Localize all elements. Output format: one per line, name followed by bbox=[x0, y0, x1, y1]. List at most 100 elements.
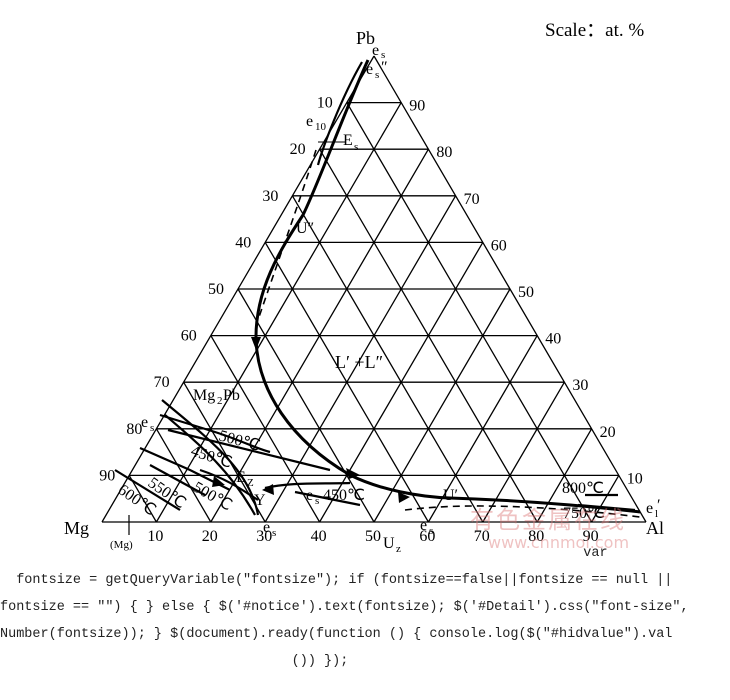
label-es-bottom: e bbox=[263, 519, 270, 536]
svg-text:″: ″ bbox=[381, 59, 388, 76]
curve-ez bbox=[199, 468, 259, 501]
left-axis-ticks: 90 80 70 60 50 40 30 20 10 bbox=[99, 95, 333, 485]
label-e1: e bbox=[646, 500, 653, 517]
label-500c-lower: 500℃ bbox=[190, 479, 235, 515]
arrow-ez bbox=[212, 476, 225, 487]
svg-text:z: z bbox=[396, 543, 401, 555]
bottom-tick-label: 60 bbox=[419, 528, 435, 545]
curve-es-es bbox=[316, 61, 363, 166]
label-es-mid: e bbox=[306, 487, 313, 504]
grid-lines bbox=[101, 55, 647, 523]
label-mg2pb-pb: Pb bbox=[223, 387, 240, 404]
left-tick-label: 20 bbox=[290, 141, 306, 158]
dashed-curve-bottom bbox=[404, 505, 641, 518]
right-axis-ticks: 90 80 70 60 50 40 30 20 10 bbox=[409, 98, 643, 488]
label-Es: E bbox=[343, 132, 353, 149]
left-tick-label: 40 bbox=[235, 234, 251, 251]
left-tick-label: 30 bbox=[262, 188, 278, 205]
bottom-tick-label: 90 bbox=[583, 528, 599, 545]
isotherm-450-lower bbox=[294, 490, 361, 507]
right-tick-label: 30 bbox=[572, 377, 588, 394]
label-es-top: e bbox=[372, 42, 379, 59]
curve-e-inner bbox=[164, 414, 256, 516]
code-snippet: var fontsize = getQueryVariable("fontsiz… bbox=[0, 540, 730, 675]
right-tick-label: 20 bbox=[600, 424, 616, 441]
bottom-tick-label: 40 bbox=[311, 528, 327, 545]
label-es-top-2: e bbox=[366, 61, 373, 78]
left-tick-label: 70 bbox=[154, 374, 170, 391]
left-tick-label: 60 bbox=[181, 328, 197, 345]
right-tick-label: 60 bbox=[491, 237, 507, 254]
code-line: Number(fontsize)); } $(document).ready(f… bbox=[0, 627, 673, 642]
vertex-al: Al bbox=[646, 518, 664, 538]
curve-es-u2 bbox=[301, 59, 370, 216]
left-tick-label: 10 bbox=[317, 95, 333, 112]
bottom-tick-label: 10 bbox=[147, 528, 163, 545]
vertex-mg: Mg bbox=[64, 518, 89, 538]
svg-text:s: s bbox=[315, 495, 319, 507]
isotherm-600 bbox=[114, 469, 181, 511]
svg-text:Z: Z bbox=[247, 477, 254, 489]
isotherm-500-lower bbox=[149, 464, 206, 496]
arrow-u1 bbox=[398, 492, 410, 503]
arrow-right bbox=[346, 468, 360, 479]
label-e10: e bbox=[306, 113, 313, 130]
curve-u2-u1 bbox=[254, 214, 641, 514]
isotherm-550 bbox=[139, 446, 231, 491]
label-mg2pb: Mg bbox=[193, 387, 215, 404]
label-U-prime: U′ bbox=[443, 487, 458, 504]
label-Y: Y bbox=[254, 492, 266, 509]
label-Ez: E bbox=[236, 469, 246, 486]
isotherm-750 bbox=[577, 503, 636, 512]
bottom-tick-label: 30 bbox=[256, 528, 272, 545]
ternary-phase-diagram: Pb Mg Al (Mg) 90 80 70 60 50 40 30 20 10 90 80 70 6… bbox=[64, 28, 664, 555]
right-tick-label: 70 bbox=[464, 191, 480, 208]
left-tick-label: 50 bbox=[208, 281, 224, 298]
arrow-up bbox=[251, 337, 261, 350]
bottom-tick-label: 70 bbox=[474, 528, 490, 545]
right-tick-label: 50 bbox=[518, 284, 534, 301]
watermark-logo: 有色金属在线 bbox=[470, 506, 626, 534]
code-line: var bbox=[0, 546, 608, 561]
isotherm-500-upper bbox=[159, 413, 271, 454]
dashed-curve-left bbox=[257, 149, 317, 321]
svg-text:10: 10 bbox=[315, 121, 327, 133]
bottom-tick-label: 20 bbox=[202, 528, 218, 545]
curve-e-left bbox=[161, 399, 260, 516]
code-line: fontsize = getQueryVariable("fontsize");… bbox=[0, 573, 673, 588]
code-line: fontsize == "") { } else { $('#notice').… bbox=[0, 600, 689, 615]
scale-label: Scale：at. % bbox=[545, 20, 645, 41]
svg-text:s: s bbox=[272, 527, 276, 539]
left-tick-label: 90 bbox=[99, 467, 115, 484]
arrow-y bbox=[262, 484, 274, 495]
code-line: ()) }); bbox=[0, 654, 349, 669]
label-U-double: U″ bbox=[296, 220, 314, 237]
label-es-bottom-2: e bbox=[420, 517, 427, 534]
bottom-axis-ticks: 10 20 30 40 50 60 70 80 90 bbox=[147, 528, 598, 545]
right-tick-label: 40 bbox=[545, 331, 561, 348]
label-region-liquid: L′ +L″ bbox=[335, 352, 383, 372]
label-es-left: e bbox=[141, 414, 148, 431]
watermark-url: www.cnnmol.com bbox=[488, 533, 630, 552]
svg-text:s: s bbox=[354, 141, 358, 153]
vertex-pb: Pb bbox=[356, 28, 375, 48]
svg-text:s: s bbox=[381, 49, 385, 61]
vertex-mg-sub: (Mg) bbox=[110, 539, 133, 551]
left-tick-label: 80 bbox=[126, 421, 142, 438]
svg-text:l: l bbox=[655, 508, 658, 520]
bottom-tick-label: 80 bbox=[528, 528, 544, 545]
right-tick-label: 10 bbox=[627, 470, 643, 487]
isotherm-450-upper bbox=[167, 428, 331, 472]
label-450c: 450℃ bbox=[189, 443, 234, 472]
label-Uz: U bbox=[383, 535, 395, 552]
label-750c: 750℃ bbox=[563, 505, 605, 522]
svg-text:′: ′ bbox=[657, 497, 661, 514]
svg-text:s: s bbox=[150, 422, 154, 434]
bottom-tick-label: 50 bbox=[365, 528, 381, 545]
svg-text:s: s bbox=[429, 525, 433, 537]
svg-text:s: s bbox=[375, 69, 379, 81]
label-800c: 800℃ bbox=[562, 480, 604, 497]
right-tick-label: 90 bbox=[409, 98, 425, 115]
right-tick-label: 80 bbox=[436, 144, 452, 161]
label-450c-lower: 450℃ bbox=[323, 487, 365, 504]
